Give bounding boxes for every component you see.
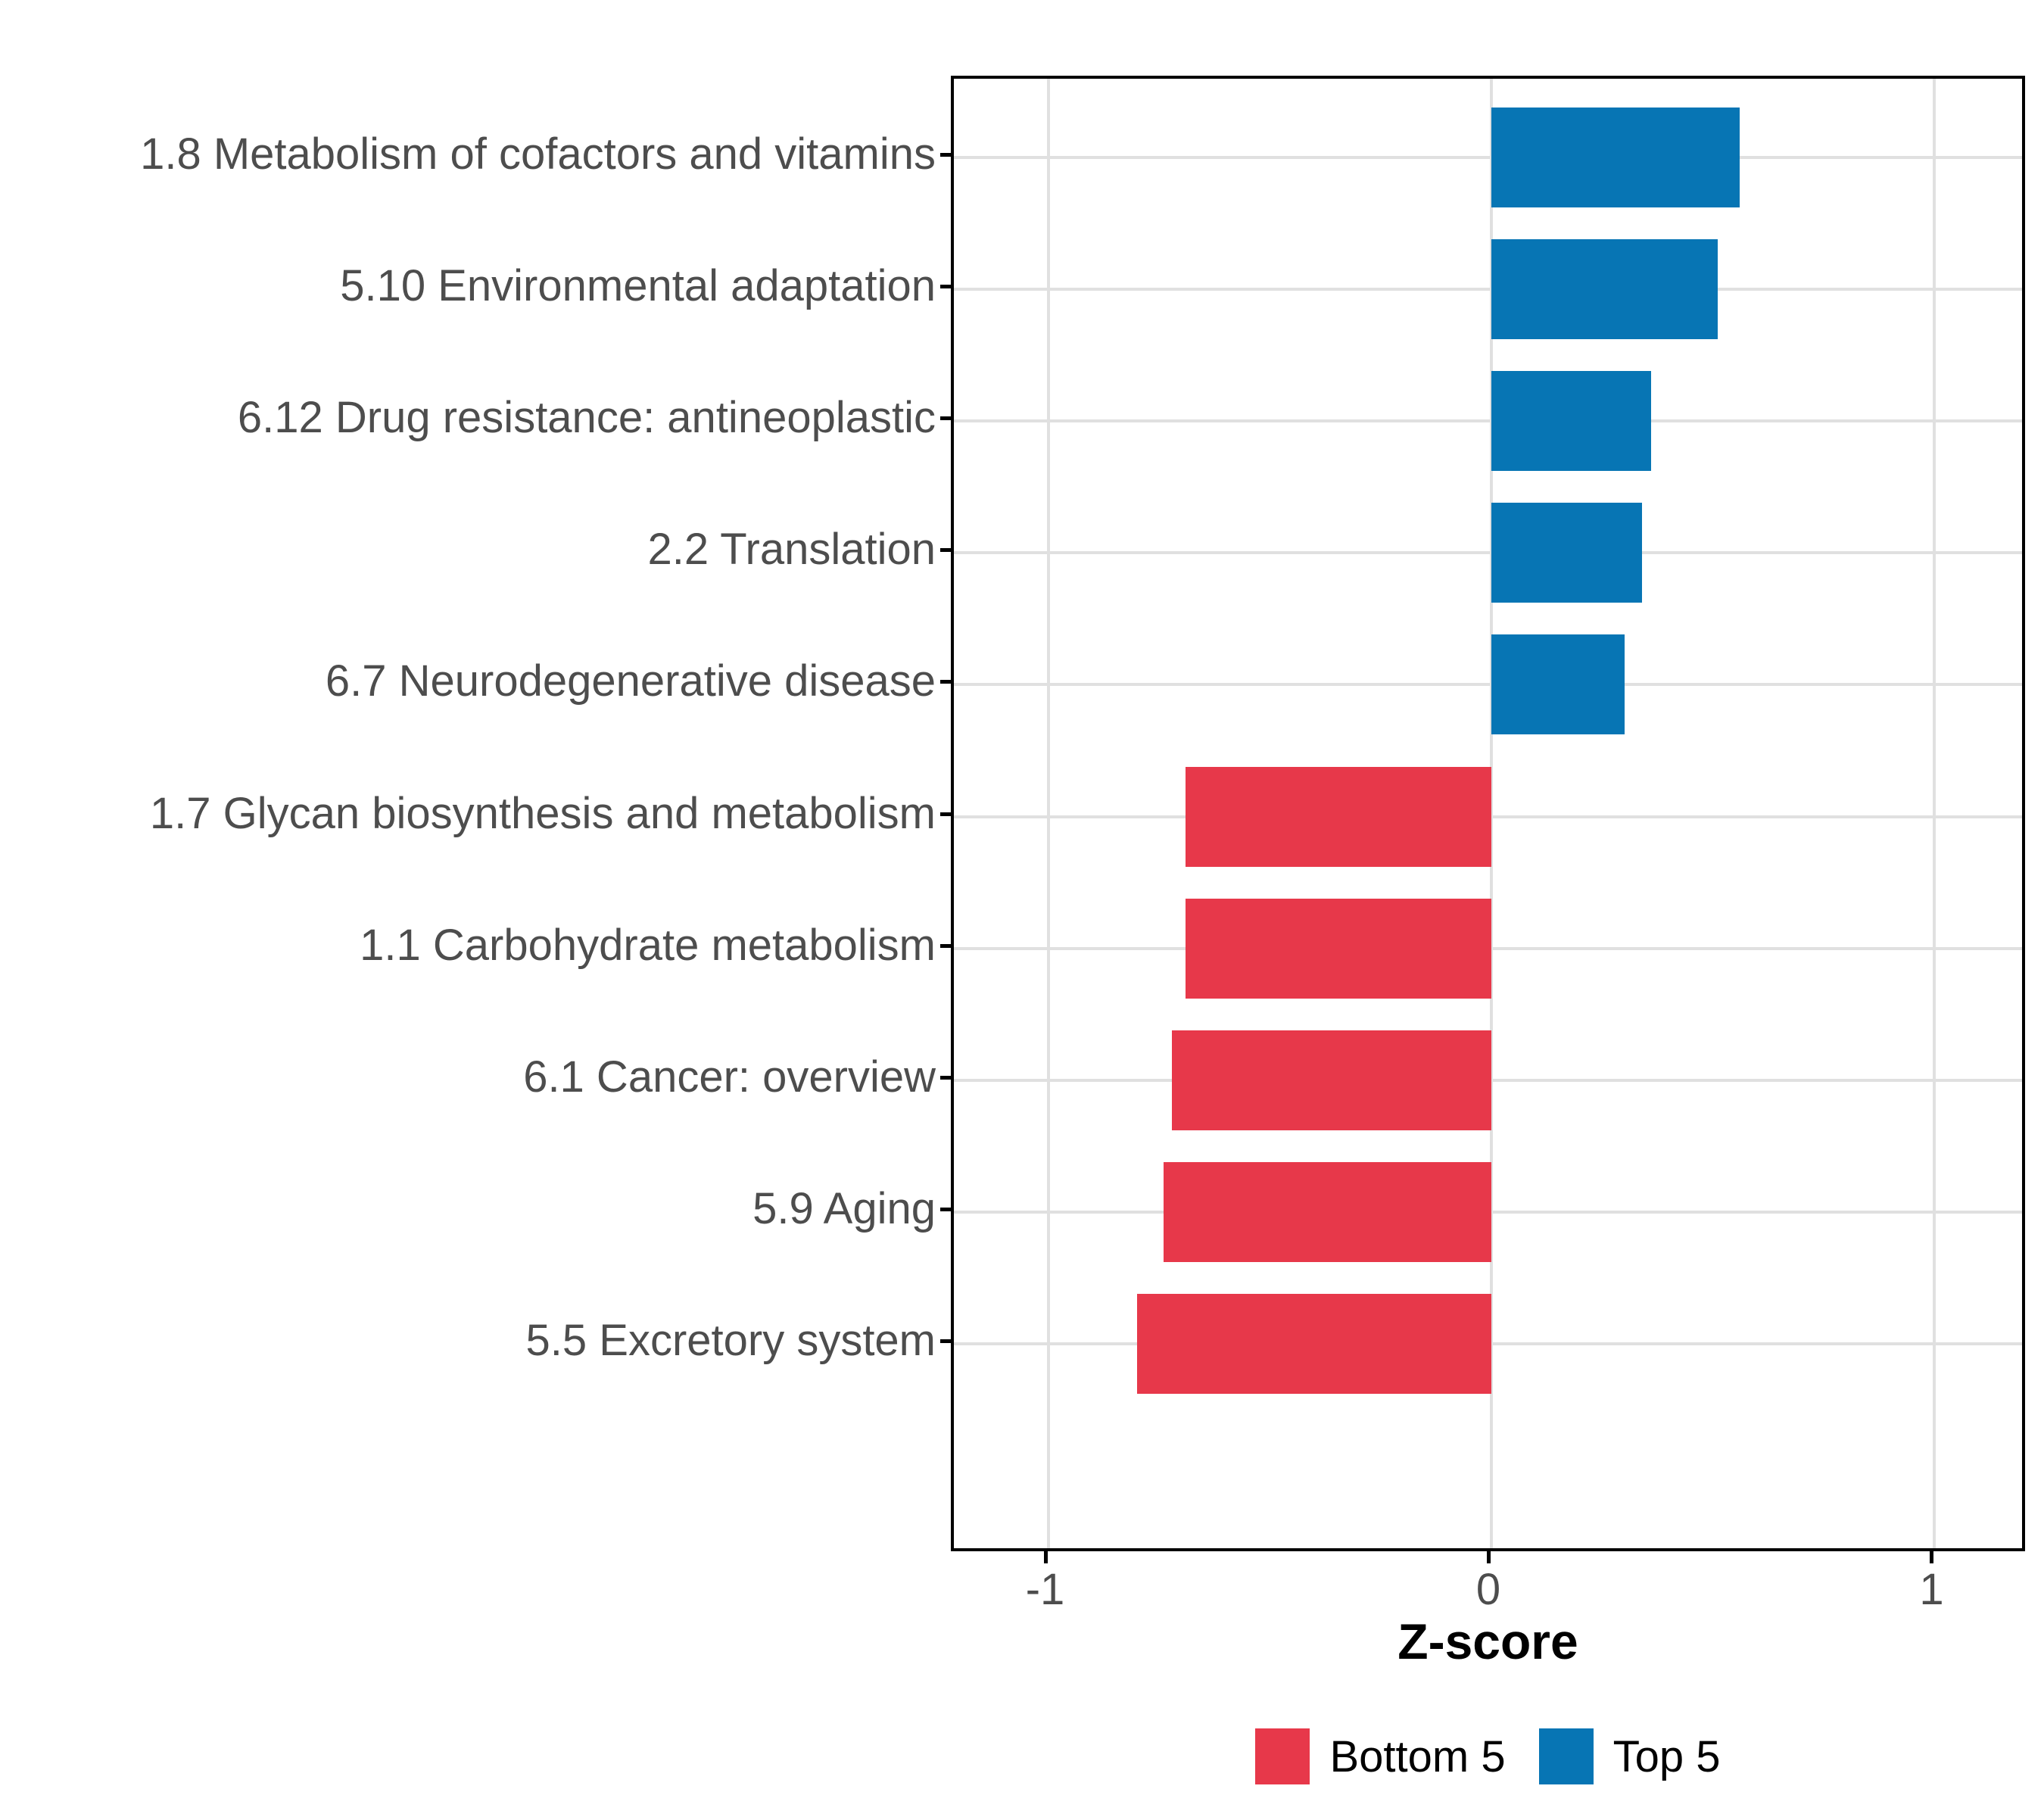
y-axis-label: 1.7 Glycan biosynthesis and metabolism — [149, 788, 936, 838]
y-tick — [940, 943, 951, 948]
v-gridline — [1046, 79, 1050, 1548]
legend-key — [1255, 1728, 1310, 1784]
x-tick-label: -1 — [1025, 1565, 1065, 1614]
plot-panel — [951, 76, 2025, 1551]
y-axis-label: 5.9 Aging — [752, 1183, 936, 1233]
x-tick-label: 1 — [1919, 1565, 1944, 1614]
bar — [1491, 108, 1740, 208]
v-gridline — [1933, 79, 1937, 1548]
y-tick — [940, 1075, 951, 1080]
bar — [1186, 766, 1491, 867]
h-gridline — [954, 288, 2022, 291]
x-tick — [1930, 1551, 1934, 1563]
bar — [1491, 503, 1643, 603]
y-axis: 1.8 Metabolism of cofactors and vitamins… — [0, 0, 936, 1817]
y-tick — [940, 680, 951, 684]
bar — [1163, 1161, 1491, 1262]
bar — [1172, 1030, 1491, 1130]
x-tick — [1043, 1551, 1048, 1563]
y-axis-label: 1.8 Metabolism of cofactors and vitamins — [140, 129, 936, 179]
y-axis-label: 5.10 Environmental adaptation — [340, 261, 936, 311]
y-axis-label: 6.12 Drug resistance: antineoplastic — [237, 393, 936, 443]
bar — [1491, 371, 1651, 472]
h-gridline — [954, 551, 2022, 555]
y-axis-label: 6.1 Cancer: overview — [523, 1052, 936, 1102]
y-tick — [940, 548, 951, 553]
y-axis-label: 6.7 Neurodegenerative disease — [325, 656, 936, 706]
y-tick — [940, 1207, 951, 1211]
legend-item: Bottom 5 — [1255, 1728, 1506, 1784]
x-axis-title: Z-score — [1397, 1613, 1578, 1669]
bar — [1186, 898, 1491, 999]
y-tick — [940, 1339, 951, 1343]
x-tick-label: 0 — [1475, 1565, 1501, 1614]
legend-label: Top 5 — [1612, 1731, 1721, 1781]
y-tick — [940, 153, 951, 157]
h-gridline — [954, 419, 2022, 423]
y-tick — [940, 416, 951, 421]
x-tick — [1486, 1551, 1491, 1563]
h-gridline — [954, 156, 2022, 160]
h-gridline — [954, 683, 2022, 687]
y-axis-label: 5.5 Excretory system — [525, 1315, 936, 1365]
legend-key — [1538, 1728, 1594, 1784]
y-axis-label: 1.1 Carbohydrate metabolism — [360, 920, 936, 970]
y-axis-label: 2.2 Translation — [647, 525, 936, 575]
bar — [1136, 1293, 1491, 1394]
bar — [1491, 239, 1718, 340]
v-gridline — [1489, 79, 1493, 1548]
legend-item: Top 5 — [1538, 1728, 1721, 1784]
y-tick — [940, 285, 951, 289]
legend-label: Bottom 5 — [1329, 1731, 1506, 1781]
bar — [1491, 634, 1625, 735]
legend: Bottom 5 Top 5 — [951, 1728, 2025, 1784]
y-tick — [940, 812, 951, 816]
